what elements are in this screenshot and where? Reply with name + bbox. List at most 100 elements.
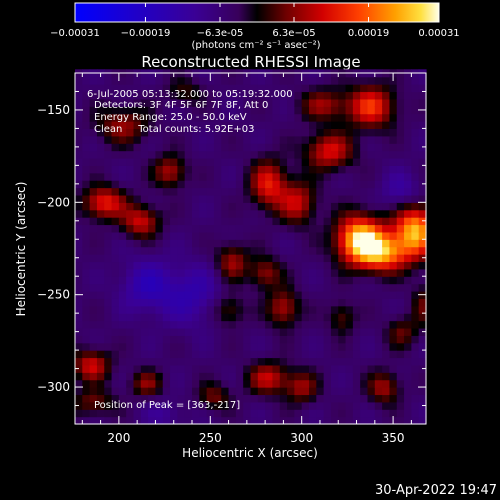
heatmap-cell [301,84,310,93]
heatmap-cell [389,217,398,226]
heatmap-cell [411,320,420,329]
heatmap-cell [360,217,369,226]
heatmap-cell [389,254,398,263]
heatmap-cell [367,350,376,359]
heatmap-cell [133,180,142,189]
heatmap-cell [75,157,83,166]
heatmap-cell [418,298,427,307]
peak-position-label: Position of Peak = [363,-217] [94,400,240,411]
heatmap-cell [118,209,127,218]
heatmap-cell [155,254,164,263]
heatmap-cell [75,84,83,93]
heatmap-cell [389,290,398,299]
heatmap-cell [162,357,171,366]
heatmap-cell [352,135,361,144]
heatmap-cell [345,327,354,336]
heatmap-cell [133,91,142,100]
heatmap-cell [96,194,105,203]
heatmap-cell [404,187,412,196]
heatmap-cell [257,239,266,248]
heatmap-cell [199,194,208,203]
heatmap-cell [162,121,171,130]
heatmap-cell [330,394,339,403]
heatmap-cell [75,320,83,329]
heatmap-cell [309,121,317,130]
annotation-energy-range: Energy Range: 25.0 - 50.0 keV [94,112,247,123]
heatmap-cell [352,254,361,263]
heatmap-cell [243,106,252,115]
heatmap-cell [221,172,230,181]
heatmap-cell [89,305,98,314]
heatmap-cell [279,372,288,381]
heatmap-cell [75,335,83,344]
heatmap-cell [279,231,288,240]
heatmap-cell [228,165,237,174]
heatmap-cell [235,379,244,388]
heatmap-cell [177,121,186,130]
heatmap-cell [338,409,347,418]
heatmap-cell [111,268,120,277]
heatmap-cell [316,121,325,130]
heatmap-cell [126,194,135,203]
heatmap-cell [184,401,193,410]
heatmap-cell [184,172,193,181]
heatmap-cell [75,239,83,248]
heatmap-cell [345,224,354,233]
heatmap-cell [301,202,310,211]
heatmap-cell [221,224,230,233]
heatmap-cell [170,84,178,93]
heatmap-cell [309,401,317,410]
heatmap-cell [272,313,281,322]
heatmap-cell [411,180,420,189]
heatmap-cell [338,217,347,226]
heatmap-cell [374,91,383,100]
heatmap-cell [338,135,347,144]
heatmap-cell [199,276,208,285]
heatmap-cell [206,305,215,314]
heatmap-cell [367,106,376,115]
heatmap-cell [279,335,288,344]
heatmap-cell [235,113,244,122]
heatmap-cell [96,379,105,388]
heatmap-cell [235,372,244,381]
heatmap-cell [133,313,142,322]
heatmap-cell [257,364,266,373]
heatmap-cell [294,327,303,336]
heatmap-cell [89,135,98,144]
heatmap-cell [126,342,135,351]
heatmap-cell [118,261,127,270]
heatmap-cell [235,254,244,263]
heatmap-cell [206,320,215,329]
heatmap-cell [265,387,274,396]
heatmap-cell [89,261,98,270]
heatmap-cell [177,76,186,85]
heatmap-cell [367,217,376,226]
heatmap-cell [155,194,164,203]
heatmap-cell [243,128,252,137]
heatmap-cell [272,416,281,425]
heatmap-cell [309,416,317,425]
heatmap-cell [309,350,317,359]
heatmap-cell [111,157,120,166]
heatmap-cell [411,327,420,336]
heatmap-cell [140,276,149,285]
heatmap-cell [250,157,259,166]
heatmap-cell [126,305,135,314]
heatmap-cell [360,187,369,196]
heatmap-cell [126,121,135,130]
heatmap-cell [360,231,369,240]
heatmap-cell [330,217,339,226]
heatmap-cell [418,172,427,181]
heatmap-cell [104,128,113,137]
heatmap-cell [82,409,91,418]
heatmap-cell [170,313,178,322]
heatmap-cell [111,202,120,211]
heatmap-cell [330,98,339,107]
heatmap-cell [360,416,369,425]
heatmap-cell [250,379,259,388]
heatmap-cell [279,364,288,373]
heatmap-cell [265,180,274,189]
heatmap-cell [155,143,164,152]
heatmap-cell [418,113,427,122]
heatmap-cell [221,276,230,285]
